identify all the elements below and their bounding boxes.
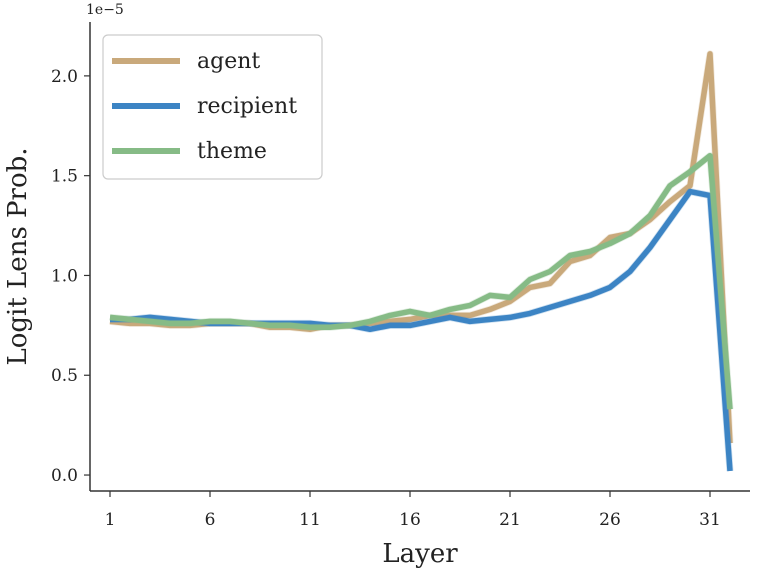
y-tick-label: 2.0 bbox=[51, 67, 78, 87]
y-tick-label: 0.5 bbox=[51, 366, 78, 386]
y-tick-label: 1.5 bbox=[51, 167, 78, 187]
legend-label-recipient: recipient bbox=[197, 94, 297, 119]
series-band-theme bbox=[109, 152, 734, 410]
series-line-theme bbox=[109, 152, 733, 410]
x-ticks: 1 6 11 16 21 26 31 bbox=[105, 491, 721, 530]
legend-label-agent: agent bbox=[197, 49, 260, 74]
y-tick-label: 1.0 bbox=[51, 266, 78, 286]
axes bbox=[89, 22, 750, 492]
x-tick-label: 26 bbox=[599, 510, 621, 530]
y-tick-label: 0.0 bbox=[51, 466, 78, 486]
x-tick-label: 21 bbox=[499, 510, 521, 530]
x-tick-label: 6 bbox=[205, 510, 216, 530]
x-tick-label: 11 bbox=[299, 510, 321, 530]
x-axis-label: Layer bbox=[382, 539, 458, 569]
y-axis-label: Logit Lens Prob. bbox=[3, 147, 33, 365]
x-tick-label: 31 bbox=[699, 510, 721, 530]
series-line-recipient bbox=[110, 188, 733, 472]
series-band-recipient bbox=[110, 188, 734, 472]
y-offset-label: 1e−5 bbox=[86, 2, 124, 18]
legend: agent recipient theme bbox=[102, 34, 323, 180]
legend-label-theme: theme bbox=[197, 139, 267, 164]
y-ticks: 0.0 0.5 1.0 1.5 2.0 bbox=[51, 67, 90, 486]
legend-box bbox=[102, 34, 323, 180]
x-tick-label: 1 bbox=[105, 510, 116, 530]
series-lines bbox=[109, 50, 734, 472]
x-tick-label: 16 bbox=[399, 510, 421, 530]
